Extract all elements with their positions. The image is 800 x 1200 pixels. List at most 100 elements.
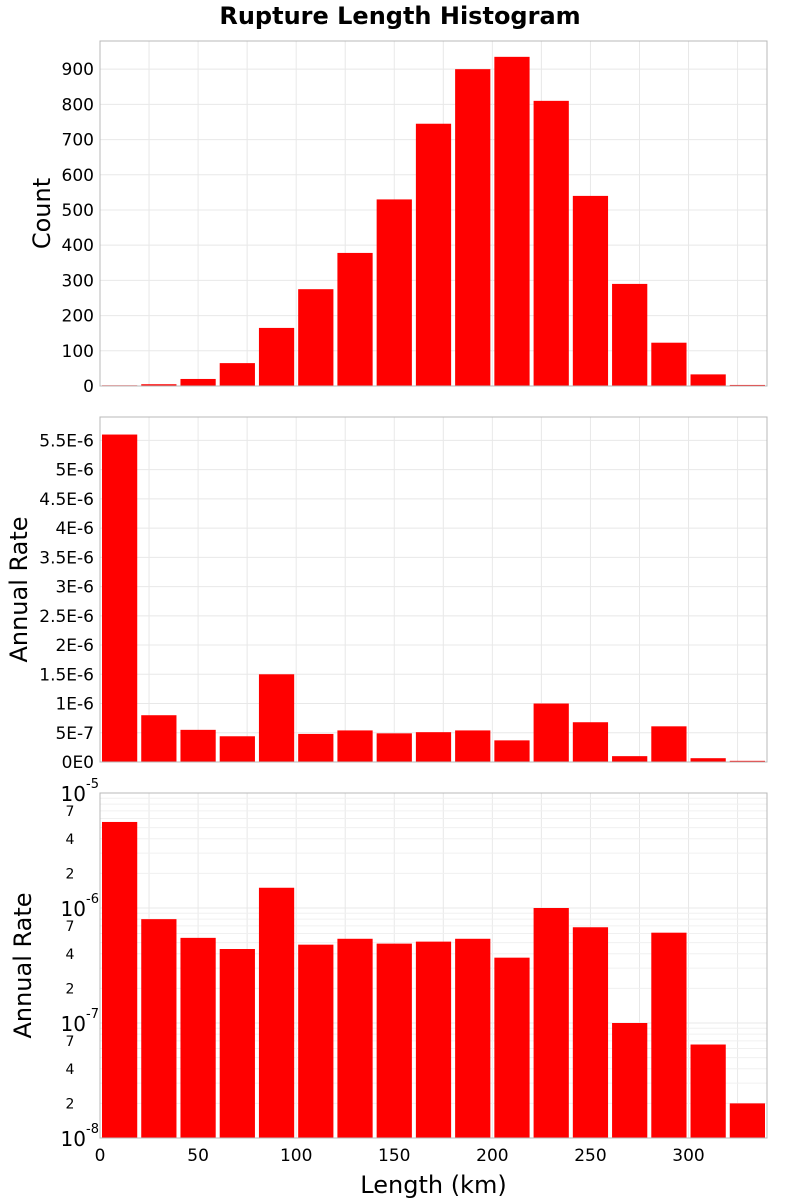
y-tick-label: 500 xyxy=(62,201,94,221)
y-tick-label: 1E-6 xyxy=(55,695,94,715)
y-tick-label: 5E-6 xyxy=(55,461,94,481)
bar xyxy=(494,740,530,762)
y-minor-label: 7 xyxy=(66,1034,75,1050)
y-tick-label: 600 xyxy=(62,166,94,186)
y-tick-label: 100 xyxy=(62,342,94,362)
bar xyxy=(690,1044,726,1138)
y-decade-label: 10 xyxy=(61,897,86,921)
bar xyxy=(180,937,216,1138)
bar xyxy=(180,729,216,762)
bar xyxy=(415,123,452,387)
y-minor-label: 4 xyxy=(66,947,75,963)
bar xyxy=(102,821,138,1138)
plot-frame xyxy=(99,792,768,1139)
y-axis-label: Annual Rate xyxy=(9,892,37,1038)
y-axis-label: Count xyxy=(28,178,56,249)
y-tick-label: 800 xyxy=(62,95,94,115)
bar xyxy=(651,342,687,386)
x-tick-label: 250 xyxy=(574,1146,606,1166)
bar xyxy=(494,957,530,1138)
bar xyxy=(533,908,569,1138)
x-tick-label: 300 xyxy=(672,1146,704,1166)
bar xyxy=(219,363,255,386)
bar xyxy=(258,887,295,1138)
y-tick-label: 3.5E-6 xyxy=(39,548,94,568)
y-tick-label: 1.5E-6 xyxy=(39,665,94,685)
y-minor-label: 4 xyxy=(66,1062,75,1078)
y-tick-label: 900 xyxy=(62,60,94,80)
bar xyxy=(690,758,726,762)
bar xyxy=(572,195,609,386)
y-tick-label: 3E-6 xyxy=(55,578,94,598)
bar xyxy=(219,949,255,1138)
y-minor-label: 4 xyxy=(66,832,75,848)
x-tick-label: 0 xyxy=(95,1146,106,1166)
bar xyxy=(219,736,255,762)
y-decade-label: 10 xyxy=(61,782,86,806)
x-tick-label: 50 xyxy=(187,1146,209,1166)
x-tick-label: 100 xyxy=(280,1146,312,1166)
bar xyxy=(298,733,334,762)
x-axis-label: Length (km) xyxy=(360,1171,506,1199)
bar xyxy=(102,434,138,762)
y-tick-label: 700 xyxy=(62,131,94,151)
annual-rate-linear-panel: 0E0 5E-7 1E-6 1.5E-6 2E-6 2.5E-6 3E-6 3.5E-6 4E-… xyxy=(5,416,768,773)
bar xyxy=(298,289,334,386)
x-tick-label: 200 xyxy=(476,1146,508,1166)
x-tick-label: 150 xyxy=(378,1146,410,1166)
bar xyxy=(298,944,334,1138)
y-decade-exponent: -8 xyxy=(86,1122,99,1137)
y-decade-exponent: -7 xyxy=(86,1007,99,1022)
y-decade-label: 10 xyxy=(61,1012,86,1036)
bar xyxy=(455,730,491,762)
bar xyxy=(729,760,765,762)
chart-title: Rupture Length Histogram xyxy=(219,2,581,30)
bar xyxy=(337,938,373,1138)
bar xyxy=(258,674,295,762)
y-minor-label: 2 xyxy=(66,981,75,997)
bar xyxy=(533,703,569,762)
y-axis-label: Annual Rate xyxy=(5,516,33,662)
y-tick-label: 4E-6 xyxy=(55,519,94,539)
y-tick-label: 0 xyxy=(83,377,94,397)
plot-frame xyxy=(99,416,768,763)
y-decade-exponent: -6 xyxy=(86,892,99,907)
y-minor-label: 7 xyxy=(66,804,75,820)
count-histogram-panel: 0 100 200 300 400 500 600 700 800 900 Count xyxy=(28,40,768,397)
bar xyxy=(337,730,373,762)
bar xyxy=(141,715,177,762)
bar xyxy=(180,378,216,386)
bar xyxy=(258,327,295,386)
y-minor-label: 2 xyxy=(66,866,75,882)
y-minor-label: 2 xyxy=(66,1096,75,1112)
bar xyxy=(141,919,177,1138)
bar xyxy=(337,252,373,386)
plot-frame xyxy=(99,40,768,387)
bar xyxy=(729,384,765,386)
bar xyxy=(376,199,412,386)
bar xyxy=(651,726,687,762)
bar xyxy=(651,932,687,1138)
y-tick-label: 200 xyxy=(62,307,94,327)
bar xyxy=(141,384,177,386)
y-tick-label: 400 xyxy=(62,236,94,256)
y-tick-label: 5E-7 xyxy=(55,724,94,744)
bar xyxy=(376,733,412,762)
bar xyxy=(455,938,491,1138)
y-tick-label: 2E-6 xyxy=(55,636,94,656)
bar xyxy=(455,69,491,386)
y-tick-label: 0E0 xyxy=(62,753,94,773)
bar xyxy=(612,1023,648,1138)
bar xyxy=(494,56,530,387)
bar xyxy=(533,100,569,387)
y-decade-exponent: -5 xyxy=(86,777,99,792)
bar xyxy=(572,927,609,1138)
bar xyxy=(415,732,452,762)
bar xyxy=(612,283,648,386)
bar xyxy=(729,1103,765,1138)
bar xyxy=(572,722,609,762)
bar xyxy=(612,756,648,762)
y-minor-label: 7 xyxy=(66,919,75,935)
y-decade-label: 10 xyxy=(61,1127,86,1151)
